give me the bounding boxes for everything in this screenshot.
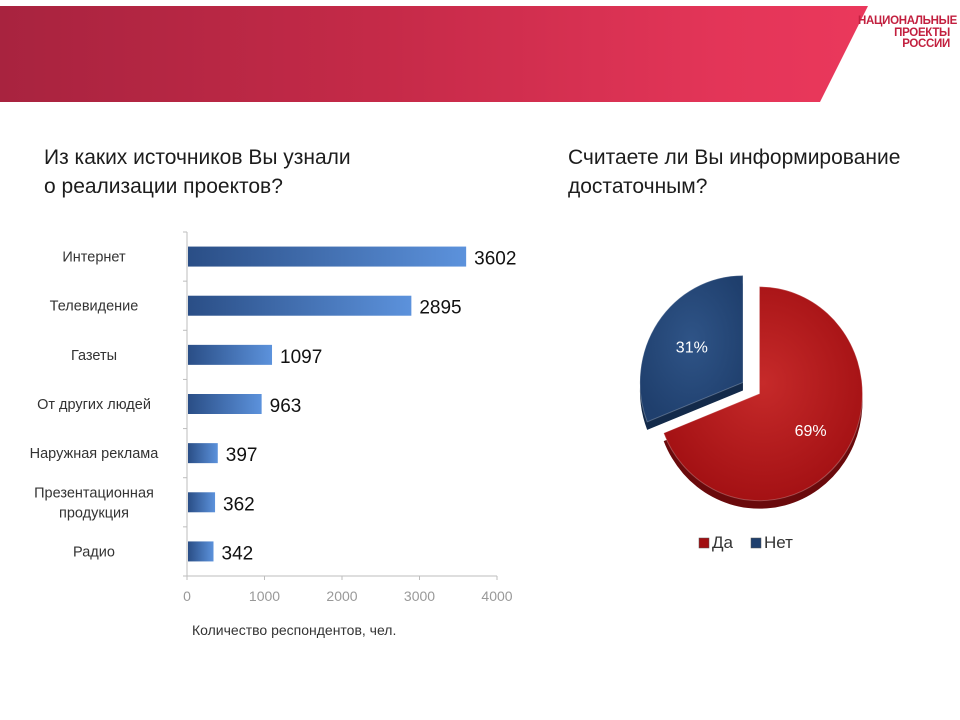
legend-swatch: [698, 537, 710, 549]
x-tick-label: 3000: [404, 588, 435, 604]
pie-slice: [639, 274, 744, 423]
pie-data-label: 31%: [676, 339, 708, 356]
bar-value-label: 3602: [474, 249, 516, 270]
legend-label: Да: [712, 533, 734, 552]
x-tick-label: 2000: [326, 588, 357, 604]
bar: [188, 541, 214, 562]
bar-value-label: 397: [226, 445, 258, 466]
x-tick-label: 4000: [481, 588, 512, 604]
category-label: Радио: [73, 544, 115, 560]
category-label: Интернет: [62, 250, 126, 266]
legend-label: Нет: [764, 533, 793, 552]
category-label: Телевидение: [50, 299, 139, 315]
logo-panel: [820, 6, 960, 102]
bar: [188, 443, 218, 464]
bar: [188, 344, 273, 365]
pie-chart-title: Считаете ли Вы информирование достаточны…: [568, 143, 960, 201]
bar-value-label: 342: [222, 543, 254, 564]
category-label: продукция: [59, 505, 129, 521]
bar: [188, 492, 216, 513]
pie-chart-title-line: Считаете ли Вы информирование: [568, 146, 901, 169]
bar-value-label: 362: [223, 494, 255, 515]
header-banner: НАЦИОНАЛЬНЫЕ ПРОЕКТЫ РОССИИ: [0, 6, 960, 102]
bar-chart-title: Из каких источников Вы узнали о реализац…: [44, 143, 434, 201]
bar-value-label: 1097: [280, 347, 322, 368]
bar-chart: 0 1000 2000 3000 4000 Количество респондентов…: [30, 231, 516, 638]
banner-shape: [820, 6, 960, 102]
pie-data-label: 69%: [795, 423, 827, 440]
bar-value-label: 2895: [419, 298, 461, 319]
logo-line: НАЦИОНАЛЬНЫЕ: [858, 15, 957, 27]
bar-value-label: 963: [270, 396, 302, 417]
bar: [188, 246, 467, 267]
pie-slice: [663, 286, 863, 502]
national-projects-logo: НАЦИОНАЛЬНЫЕ ПРОЕКТЫ РОССИИ: [858, 15, 957, 51]
bar-chart-title-line: о реализации проектов?: [44, 175, 283, 198]
x-tick-label: 0: [183, 588, 191, 604]
bar: [188, 394, 262, 414]
category-label: Наружная реклама: [30, 446, 160, 462]
category-label: Газеты: [71, 348, 117, 364]
pie-chart-title-line: достаточным?: [568, 175, 708, 198]
category-label: От других людей: [37, 397, 151, 413]
pie-chart: 69% 31% Да Нет: [639, 274, 863, 552]
bar-chart-title-line: Из каких источников Вы узнали: [44, 146, 351, 169]
x-tick-label: 1000: [249, 588, 280, 604]
category-label: Презентационная: [34, 485, 154, 501]
legend-swatch: [750, 537, 762, 549]
x-axis-label: Количество респондентов, чел.: [192, 622, 396, 638]
logo-line: ПРОЕКТЫ: [894, 26, 950, 39]
logo-line: РОССИИ: [902, 38, 950, 50]
bar: [188, 295, 412, 316]
